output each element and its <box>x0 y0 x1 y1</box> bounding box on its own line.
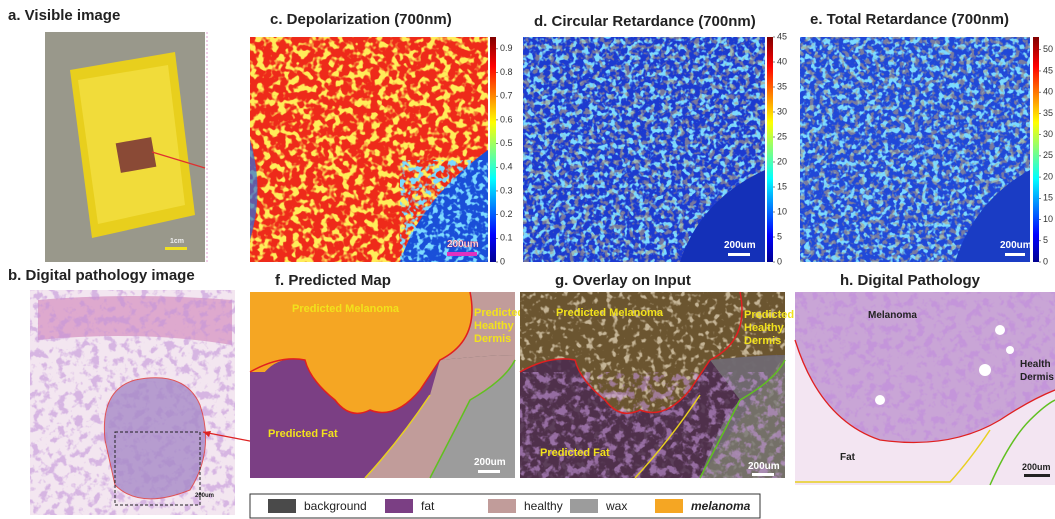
colorbar-tick-label: 0 <box>777 256 782 266</box>
panel-title: e. Total Retardance (700nm) <box>810 11 1009 28</box>
legend-swatch <box>570 499 598 513</box>
region-label: Predicted Melanoma <box>556 307 664 319</box>
colorbar-tick-label: 5 <box>1043 235 1048 245</box>
panel-title: h. Digital Pathology <box>840 272 981 289</box>
colorbar-tick-label: 20 <box>1043 171 1053 181</box>
scale-label: 200um <box>724 240 756 251</box>
colorbar <box>490 37 496 262</box>
colorbar-tick-label: 0.1 <box>500 233 513 243</box>
colorbar-tick-label: 25 <box>777 131 787 141</box>
colorbar-tick-label: 30 <box>777 106 787 116</box>
colorbar-tick-label: 0.7 <box>500 91 513 101</box>
legend-label: melanoma <box>691 499 751 513</box>
predicted-map: Predicted Melanoma Predicted Healthy Der… <box>250 292 524 478</box>
region-label: Fat <box>840 452 856 463</box>
legend-label: fat <box>421 499 435 513</box>
colorbar-tick-label: 35 <box>777 81 787 91</box>
region-label: Predicted Fat <box>540 447 610 459</box>
legend-label: background <box>304 499 367 513</box>
colorbar-tick-label: 30 <box>1043 129 1053 139</box>
visible-image: 1cm <box>45 32 207 262</box>
colorbar <box>767 37 773 262</box>
colorbar-tick-label: 0.3 <box>500 185 513 195</box>
colorbar-tick-label: 40 <box>777 56 787 66</box>
panel-title: g. Overlay on Input <box>555 272 691 289</box>
region-label: Predicted <box>744 309 794 321</box>
circular-retardance-image: 200um <box>523 37 765 262</box>
legend-swatch <box>655 499 683 513</box>
colorbar-tick-label: 0.4 <box>500 162 513 172</box>
colorbar-tick-label: 25 <box>1043 150 1053 160</box>
panel-title: c. Depolarization (700nm) <box>270 11 452 28</box>
pathology-zoom: Melanoma Health Dermis Fat 200um <box>795 292 1055 485</box>
colorbar-tick-label: 0.8 <box>500 67 513 77</box>
legend-swatch <box>385 499 413 513</box>
region-label: Predicted Fat <box>268 428 338 440</box>
region-label: Melanoma <box>868 310 917 321</box>
region-label: Dermis <box>474 333 511 345</box>
colorbar-tick-label: 45 <box>1043 65 1053 75</box>
pathology-image: 200um <box>30 290 255 515</box>
scale-label: 200um <box>474 457 506 468</box>
region-label: Health <box>1020 359 1051 370</box>
colorbar-tick-label: 0.5 <box>500 138 513 148</box>
region-label: Dermis <box>744 335 781 347</box>
colorbar-tick-label: 15 <box>1043 193 1053 203</box>
panel-title: d. Circular Retardance (700nm) <box>534 13 756 30</box>
figure: a. Visible image 1cm b. Digital patholog… <box>0 0 1055 519</box>
panel-title: f. Predicted Map <box>275 272 391 289</box>
colorbar-tick-label: 20 <box>777 156 787 166</box>
colorbar-tick-label: 40 <box>1043 87 1053 97</box>
scale-label: 200um <box>1000 240 1032 251</box>
region-label: Healthy <box>474 320 515 332</box>
colorbar-tick-label: 0 <box>1043 256 1048 266</box>
depolarization-image: 200um <box>250 37 488 262</box>
colorbar-tick-label: 0.2 <box>500 209 513 219</box>
region-label: Healthy <box>744 322 785 334</box>
colorbar-tick-label: 0 <box>500 256 505 266</box>
legend-label: wax <box>605 499 627 513</box>
region-label: Predicted <box>474 307 524 319</box>
scale-label: 1cm <box>170 238 184 245</box>
scale-label: 200um <box>447 239 479 250</box>
colorbar-tick-label: 5 <box>777 231 782 241</box>
panel-title: b. Digital pathology image <box>8 267 195 284</box>
legend-label: healthy <box>524 499 563 513</box>
scale-label: 200um <box>195 493 214 499</box>
colorbar-tick-label: 50 <box>1043 44 1053 54</box>
colorbar-tick-label: 0.9 <box>500 43 513 53</box>
colorbar-tick-label: 45 <box>777 31 787 41</box>
region-label: Dermis <box>1020 372 1054 383</box>
legend-swatch <box>268 499 296 513</box>
legend: background fat healthy wax melanoma <box>268 499 751 513</box>
scale-label: 200um <box>1022 462 1051 472</box>
legend-swatch <box>488 499 516 513</box>
total-retardance-image: 200um <box>800 37 1032 262</box>
colorbar-tick-label: 10 <box>777 206 787 216</box>
region-label: Predicted Melanoma <box>292 303 400 315</box>
overlay-image: Predicted Melanoma Predicted Healthy Der… <box>520 292 794 478</box>
scale-label: 200um <box>748 461 780 472</box>
colorbar-tick-label: 10 <box>1043 214 1053 224</box>
panel-title: a. Visible image <box>8 7 120 24</box>
colorbar-tick-label: 35 <box>1043 108 1053 118</box>
colorbar <box>1033 37 1039 262</box>
colorbar-tick-label: 15 <box>777 181 787 191</box>
colorbar-tick-label: 0.6 <box>500 114 513 124</box>
